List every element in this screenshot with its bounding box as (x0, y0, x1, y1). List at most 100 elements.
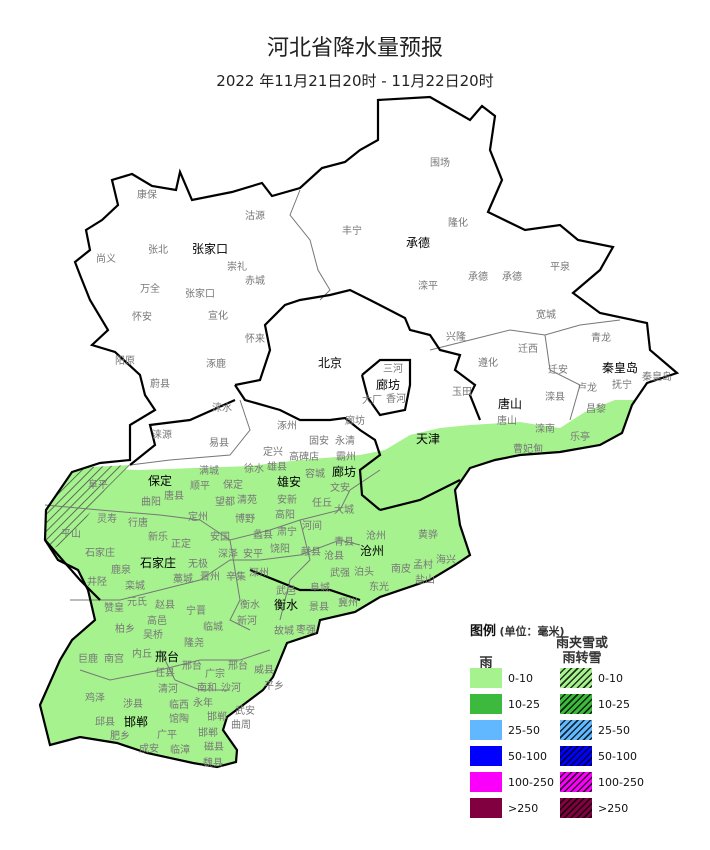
county-label: 孟村 (413, 558, 433, 571)
county-label: 青县 (334, 535, 354, 548)
legend-swatch-rain (470, 798, 502, 818)
county-label: 怀来 (245, 333, 265, 345)
county-label: 滦县 (545, 390, 565, 403)
county-label: 香河 (386, 393, 406, 405)
county-label: 衡水 (240, 599, 260, 611)
county-label: 威县 (254, 663, 274, 676)
county-label: 景县 (309, 601, 329, 613)
county-label: 魏县 (203, 756, 223, 769)
legend-swatch-mixed (560, 772, 592, 792)
county-label: 成安 (139, 742, 159, 755)
county-label: 临城 (203, 620, 223, 633)
county-label: 涿州 (277, 420, 297, 432)
county-label: 霸州 (336, 451, 356, 463)
legend-label: 100-250 (598, 776, 644, 789)
county-label: 丰宁 (342, 224, 362, 237)
county-label: 永清 (335, 434, 355, 447)
county-label: 高阳 (275, 508, 295, 521)
legend-swatch-rain (470, 746, 502, 766)
county-label: 安新 (277, 493, 297, 506)
county-label: 乐亭 (570, 430, 590, 443)
county-label: 高碑店 (289, 450, 319, 463)
county-label: 永年 (193, 696, 213, 709)
county-label: 保定 (223, 478, 243, 491)
county-label: 望都 (215, 495, 235, 508)
county-label: 吴桥 (143, 629, 163, 641)
legend-swatch-mixed (560, 668, 592, 688)
legend-label: 0-10 (598, 672, 623, 685)
county-label: 临西 (169, 698, 189, 711)
county-label: 青龙 (591, 331, 611, 344)
city-label: 天津 (416, 432, 440, 446)
county-label: 武强 (330, 566, 350, 579)
county-label: 承德 (502, 270, 522, 283)
county-label: 迁西 (518, 343, 538, 355)
county-label: 安平 (243, 547, 263, 560)
county-label: 平泉 (550, 260, 570, 273)
county-label: 宁晋 (186, 604, 206, 617)
county-label: 清苑 (237, 493, 257, 506)
county-label: 滦南 (535, 422, 555, 435)
county-label: 怀安 (132, 310, 152, 323)
county-label: 顺平 (190, 480, 210, 492)
county-label: 枣强 (296, 624, 316, 636)
county-label: 磁县 (204, 740, 224, 753)
county-label: 阜平 (88, 478, 108, 491)
county-label: 盐山 (415, 573, 435, 586)
county-label: 兴隆 (446, 330, 466, 343)
county-label: 平乡 (264, 680, 284, 692)
county-label: 崇礼 (227, 260, 247, 273)
county-label: 康保 (137, 188, 157, 201)
legend-rain-header: 雨 (479, 656, 493, 671)
county-label: 曹妃甸 (513, 442, 543, 455)
county-label: 张北 (148, 244, 168, 256)
county-label: 辛集 (226, 570, 246, 583)
county-label: 邯郸 (207, 710, 227, 723)
county-label: 涿鹿 (206, 357, 226, 370)
map-title: 河北省降水量预报 (266, 36, 443, 61)
county-label: 鹿泉 (111, 563, 131, 576)
county-label: 安国 (210, 530, 230, 543)
county-label: 鸡泽 (85, 691, 105, 704)
legend-swatch-mixed (560, 720, 592, 740)
legend-mixed-header: 雨夹雪或雨转雪 (555, 636, 608, 666)
county-label: 赤城 (245, 275, 265, 287)
county-label: 饶阳 (270, 542, 290, 555)
county-label: 故城 (274, 624, 294, 637)
county-label: 邯郸 (198, 726, 218, 739)
county-label: 邢台 (182, 659, 202, 672)
county-label: 满城 (199, 465, 219, 477)
county-label: 徐水 (244, 462, 264, 475)
county-label: 高邑 (147, 614, 167, 627)
city-label: 廊坊 (376, 377, 400, 392)
county-label: 宽城 (536, 308, 556, 321)
county-label: 抚宁 (612, 378, 632, 391)
county-label: 任丘 (312, 496, 332, 509)
county-label: 阜城 (310, 581, 330, 594)
legend-swatch-rain (470, 668, 502, 688)
legend-label: >250 (598, 802, 629, 815)
county-label: 黄骅 (418, 528, 438, 541)
county-label: 行唐 (128, 516, 148, 529)
county-label: 武邑 (276, 584, 296, 597)
county-label: 尚义 (96, 252, 116, 265)
legend-title: 图例 (470, 624, 497, 639)
legend-label: >250 (508, 802, 539, 815)
county-label: 容城 (305, 467, 325, 480)
city-label: 廊坊 (332, 464, 356, 479)
city-label: 张家口 (192, 241, 228, 256)
county-label: 围场 (430, 156, 450, 169)
county-label: 卢龙 (577, 381, 597, 394)
county-label: 冀州 (338, 596, 358, 609)
city-label: 衡水 (274, 598, 298, 612)
county-label: 承德 (468, 270, 488, 283)
county-label: 栾城 (125, 579, 145, 592)
city-label: 北京 (318, 356, 342, 370)
county-label: 曲阳 (141, 496, 161, 508)
county-label: 易县 (209, 437, 229, 449)
legend-swatch-rain (470, 694, 502, 714)
legend: 图例 (单位：毫米) 雨 雨夹雪或雨转雪 0-10 0-10 10-25 10-… (470, 620, 690, 818)
county-label: 定州 (188, 510, 208, 523)
